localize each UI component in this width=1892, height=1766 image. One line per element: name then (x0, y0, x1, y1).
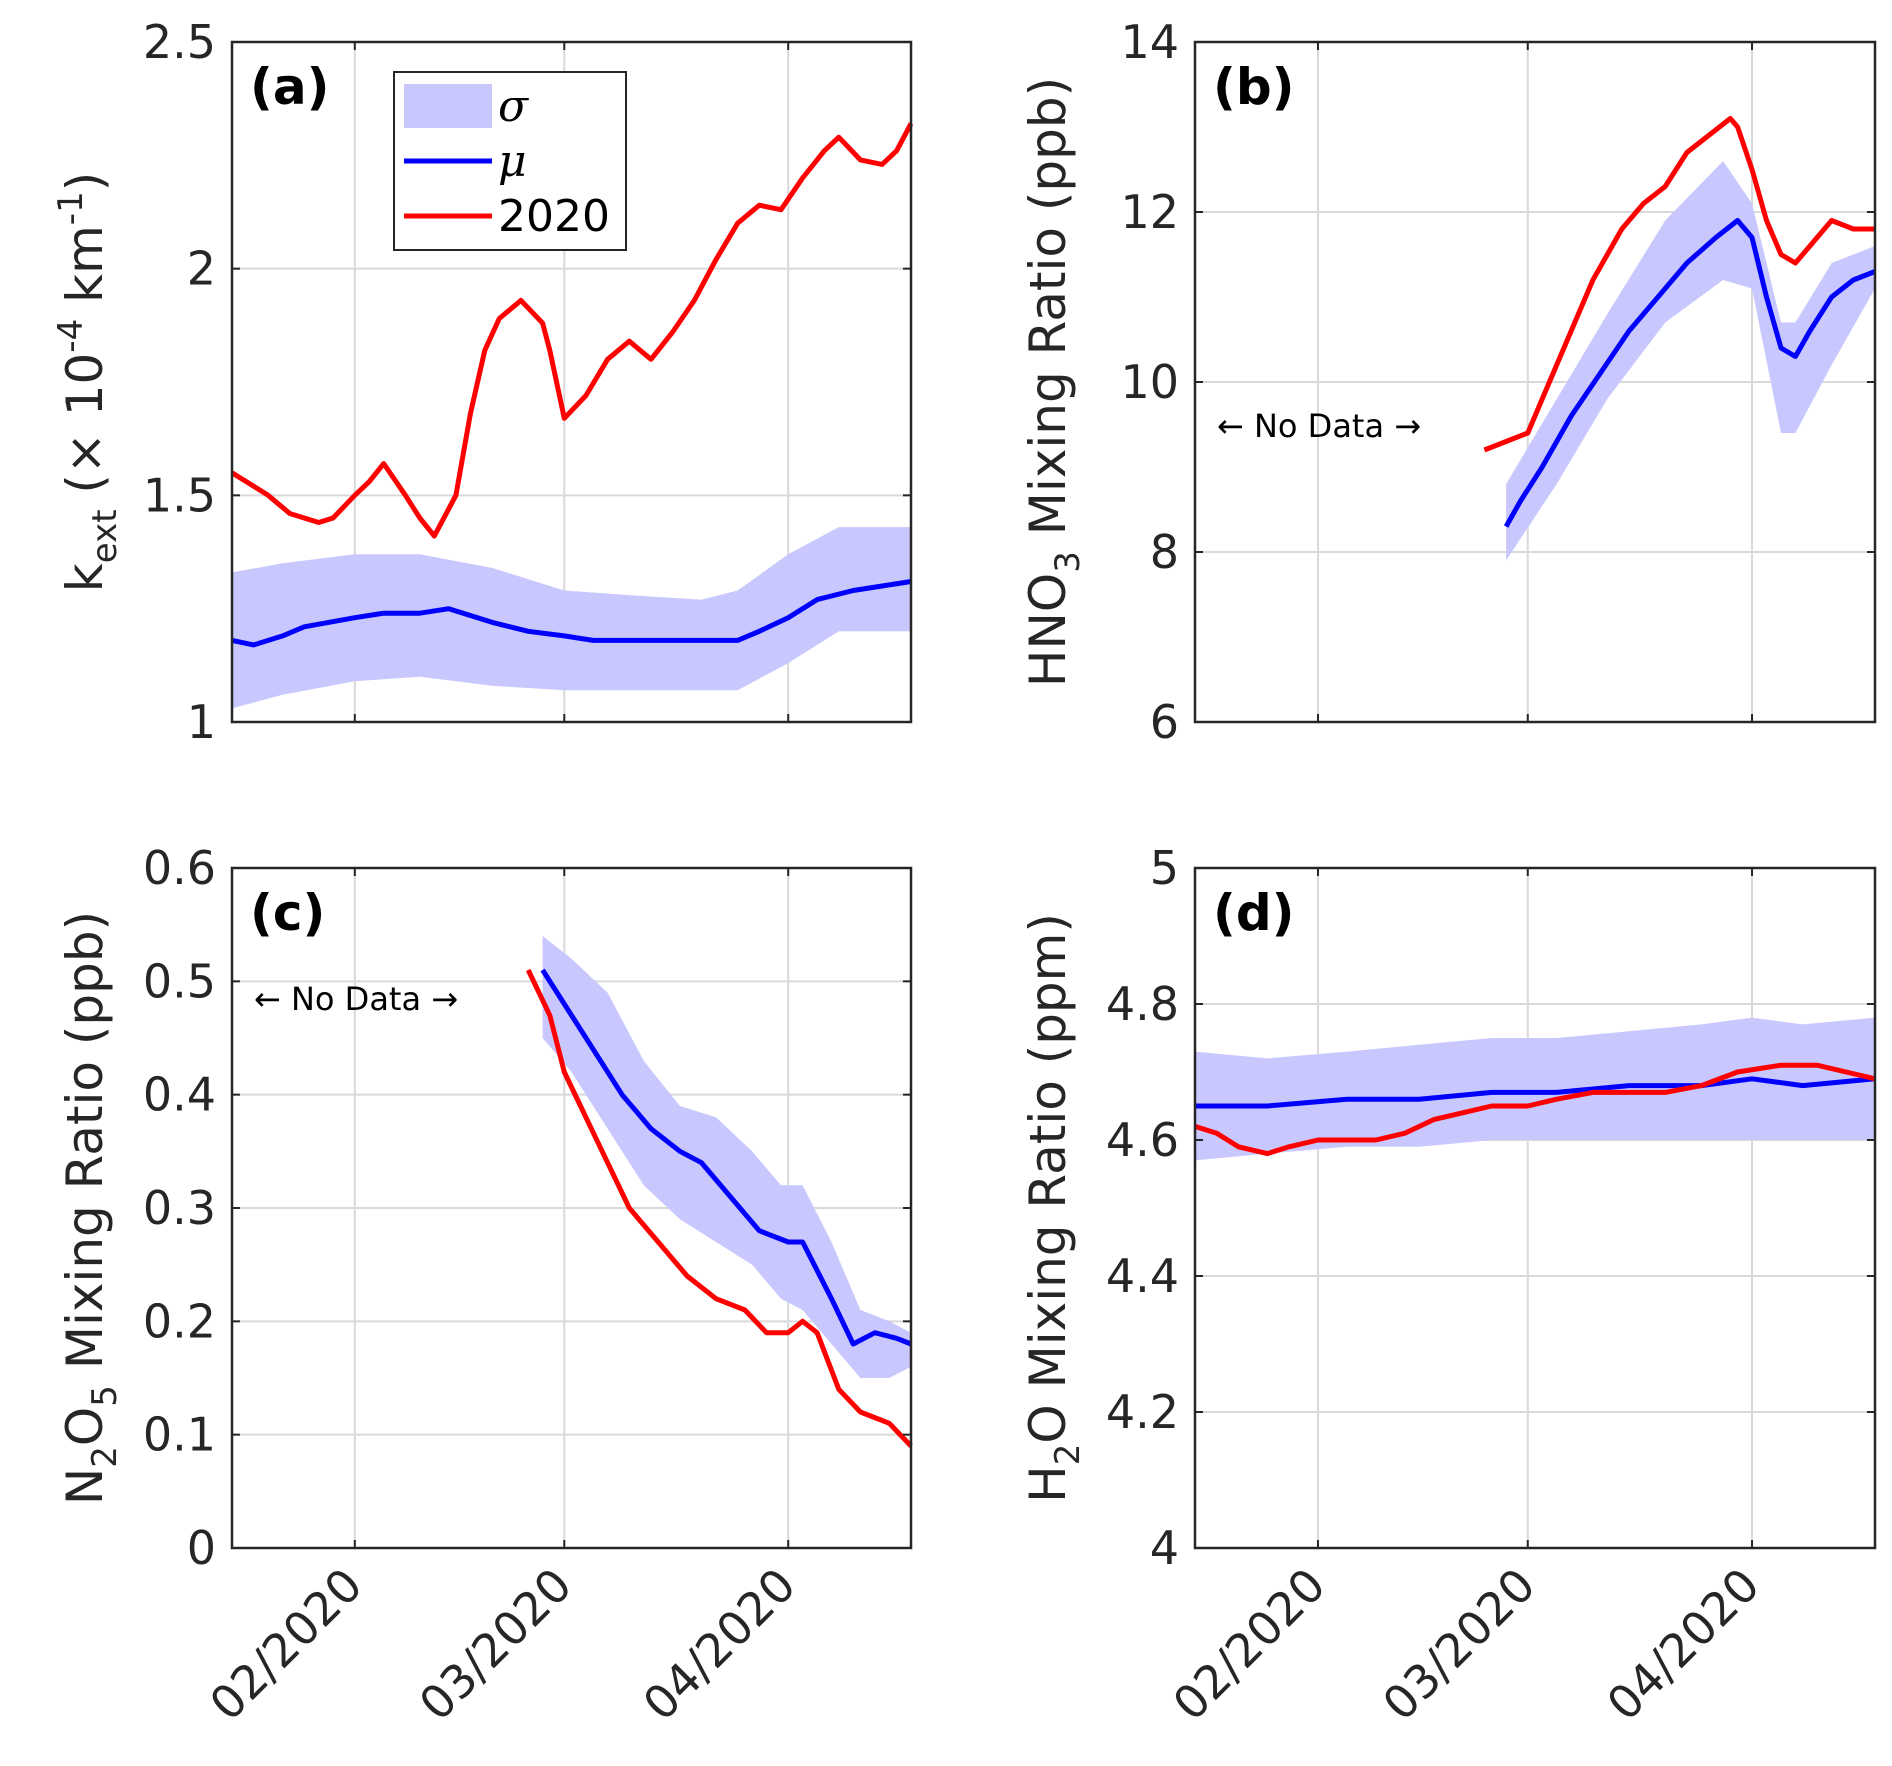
panel-b: 6 8 10 12 14 HNO3 Mixing Ratio (ppb) (b) ← No D… (1019, 15, 1877, 749)
x-tick-label: 04/2020 (633, 1558, 806, 1731)
panel-label: (a) (250, 58, 329, 116)
y-tick-label: 0 (187, 1521, 216, 1575)
y-tick-label: 0.3 (143, 1181, 216, 1235)
x-tick-label: 04/2020 (1596, 1558, 1769, 1731)
y-axis-label: kext (× 10-4 km-1) (51, 172, 125, 592)
x-tick-label: 02/2020 (1162, 1558, 1335, 1731)
y-tick-label: 2.5 (143, 15, 216, 69)
panel-label: (b) (1213, 58, 1295, 116)
y-tick-label: 0.2 (143, 1294, 216, 1348)
y-tick-label: 4.8 (1106, 977, 1179, 1031)
series-mean-line (231, 579, 912, 648)
no-data-label: ← No Data → (254, 980, 458, 1018)
panel-label: (c) (250, 884, 325, 942)
y-tick-label: 4.2 (1106, 1385, 1179, 1439)
series-2020-line (230, 122, 914, 539)
panel-c: 0 0.1 0.2 0.3 0.4 0.5 0.6 02/2020 03/2020 04/2020… (56, 841, 913, 1731)
y-tick-label: 0.6 (143, 841, 216, 895)
series-2020-line (1194, 1062, 1876, 1157)
series-mean-line (1195, 1076, 1876, 1109)
legend-band-swatch (404, 84, 492, 128)
sigma-band (1195, 1017, 1875, 1161)
y-tick-label: 0.5 (143, 954, 216, 1008)
y-axis-label: H2O Mixing Ratio (ppm) (1019, 913, 1088, 1503)
sigma-band (542, 936, 911, 1378)
y-tick-label: 2 (187, 242, 216, 296)
panel-label: (d) (1213, 884, 1295, 942)
legend-label: σ (498, 81, 530, 132)
y-axis-label: N2O5 Mixing Ratio (ppb) (56, 911, 125, 1505)
y-tick-label: 4.6 (1106, 1113, 1179, 1167)
series-mean-line (540, 968, 912, 1347)
sigma-band (232, 527, 911, 709)
axes-box (230, 40, 913, 724)
series-2020-line (525, 968, 913, 1448)
y-tick-label: 6 (1150, 695, 1179, 749)
x-tick-label: 02/2020 (199, 1558, 372, 1731)
y-tick-label: 10 (1120, 355, 1179, 409)
y-tick-label: 14 (1120, 15, 1179, 69)
y-tick-label: 12 (1120, 185, 1179, 239)
x-tick-label: 03/2020 (409, 1558, 582, 1731)
y-tick-label: 1.5 (143, 468, 216, 522)
y-tick-label: 4.4 (1106, 1249, 1179, 1303)
series-2020-line (1483, 116, 1875, 453)
y-axis-label: HNO3 Mixing Ratio (ppb) (1019, 77, 1088, 687)
legend-label: 2020 (498, 191, 610, 242)
legend-label: μ (498, 136, 527, 187)
axes-box (1193, 866, 1877, 1550)
y-tick-label: 0.4 (143, 1068, 216, 1122)
y-tick-label: 0.1 (143, 1408, 216, 1462)
plot-area (1195, 868, 1875, 1548)
sigma-band (1506, 161, 1875, 561)
y-tick-label: 8 (1150, 525, 1179, 579)
x-tick-label: 03/2020 (1372, 1558, 1545, 1731)
y-tick-label: 4 (1150, 1521, 1179, 1575)
y-tick-label: 1 (187, 695, 216, 749)
y-tick-label: 5 (1150, 841, 1179, 895)
series-mean-line (1503, 218, 1876, 528)
panel-d: 4 4.2 4.4 4.6 4.8 5 02/2020 03/2020 04/2020 H2O M… (1019, 841, 1877, 1731)
no-data-label: ← No Data → (1217, 407, 1421, 445)
